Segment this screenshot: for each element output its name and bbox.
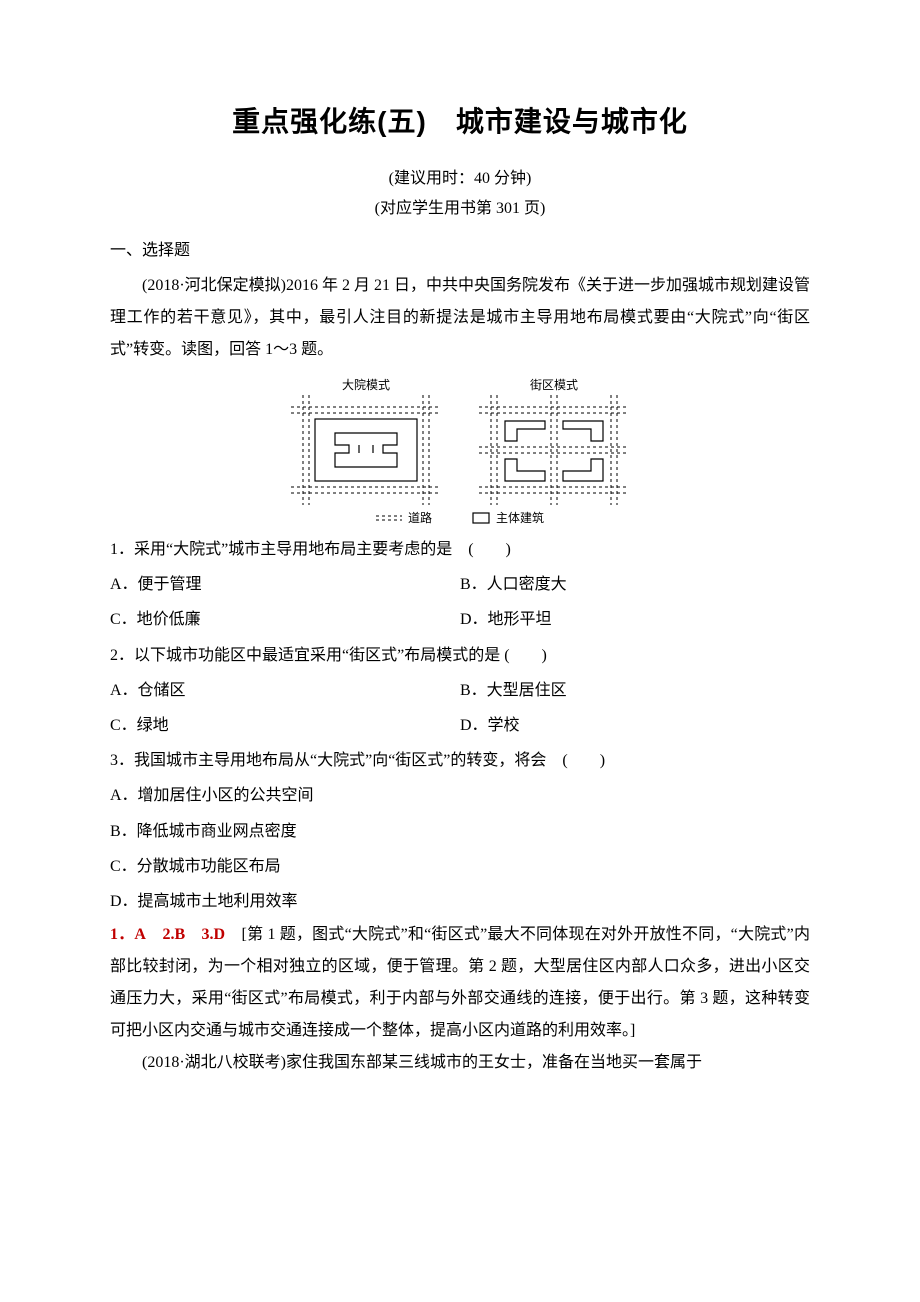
q2-options-row2: C．绿地 D．学校 <box>110 708 810 743</box>
ans-1: 1．A <box>110 926 146 943</box>
q2-options-row1: A．仓储区 B．大型居住区 <box>110 673 810 708</box>
legend-building: 主体建筑 <box>472 509 544 526</box>
figure-label-a: 大院模式 <box>291 376 441 393</box>
intro-paragraph-2: (2018·湖北八校联考)家住我国东部某三线城市的王女士，准备在当地买一套属于 <box>110 1047 810 1079</box>
figure-box-a <box>291 395 441 505</box>
q1-options-row2: C．地价低廉 D．地形平坦 <box>110 602 810 637</box>
figure-label-b: 街区模式 <box>479 376 629 393</box>
legend-road-label: 道路 <box>408 509 432 526</box>
q3-optD: D．提高城市土地利用效率 <box>110 884 810 919</box>
intro-paragraph-1: (2018·河北保定模拟)2016 年 2 月 21 日，中共中央国务院发布《关… <box>110 270 810 366</box>
q3-optB: B．降低城市商业网点密度 <box>110 814 810 849</box>
q1-optA: A．便于管理 <box>110 567 460 602</box>
q1-stem: 1．采用“大院式”城市主导用地布局主要考虑的是 ( ) <box>110 532 810 567</box>
answer-explanation: 1．A 2.B 3.D [第 1 题，图式“大院式”和“街区式”最大不同体现在对… <box>110 919 810 1047</box>
figure-legend: 道路 主体建筑 <box>110 509 810 526</box>
q3-stem: 3．我国城市主导用地布局从“大院式”向“街区式”的转变，将会 ( ) <box>110 743 810 778</box>
ans-3: 3.D <box>202 926 226 943</box>
figure-row: 大院模式 <box>291 376 629 505</box>
section-heading: 一、选择题 <box>110 236 810 260</box>
q2-optD: D．学校 <box>460 708 810 743</box>
legend-road: 道路 <box>376 509 432 526</box>
q3-optA: A．增加居住小区的公共空间 <box>110 778 810 813</box>
figure-box-b <box>479 395 629 505</box>
page-root: 重点强化练(五) 城市建设与城市化 (建议用时：40 分钟) (对应学生用书第 … <box>0 0 920 1139</box>
q2-optB: B．大型居住区 <box>460 673 810 708</box>
q1-options-row1: A．便于管理 B．人口密度大 <box>110 567 810 602</box>
q1-optC: C．地价低廉 <box>110 602 460 637</box>
q2-stem: 2．以下城市功能区中最适宜采用“街区式”布局模式的是 ( ) <box>110 638 810 673</box>
figure-block: 大院模式 <box>110 376 810 526</box>
legend-building-label: 主体建筑 <box>496 509 544 526</box>
q3-optC: C．分散城市功能区布局 <box>110 849 810 884</box>
ans-2: 2.B <box>162 926 185 943</box>
q2-optA: A．仓储区 <box>110 673 460 708</box>
figure-dayuan: 大院模式 <box>291 376 441 505</box>
q2-optC: C．绿地 <box>110 708 460 743</box>
q1-optD: D．地形平坦 <box>460 602 810 637</box>
doc-title: 重点强化练(五) 城市建设与城市化 <box>110 100 810 140</box>
time-note: (建议用时：40 分钟) <box>110 164 810 188</box>
page-note: (对应学生用书第 301 页) <box>110 194 810 218</box>
figure-jiequ: 街区模式 <box>479 376 629 505</box>
q1-optB: B．人口密度大 <box>460 567 810 602</box>
